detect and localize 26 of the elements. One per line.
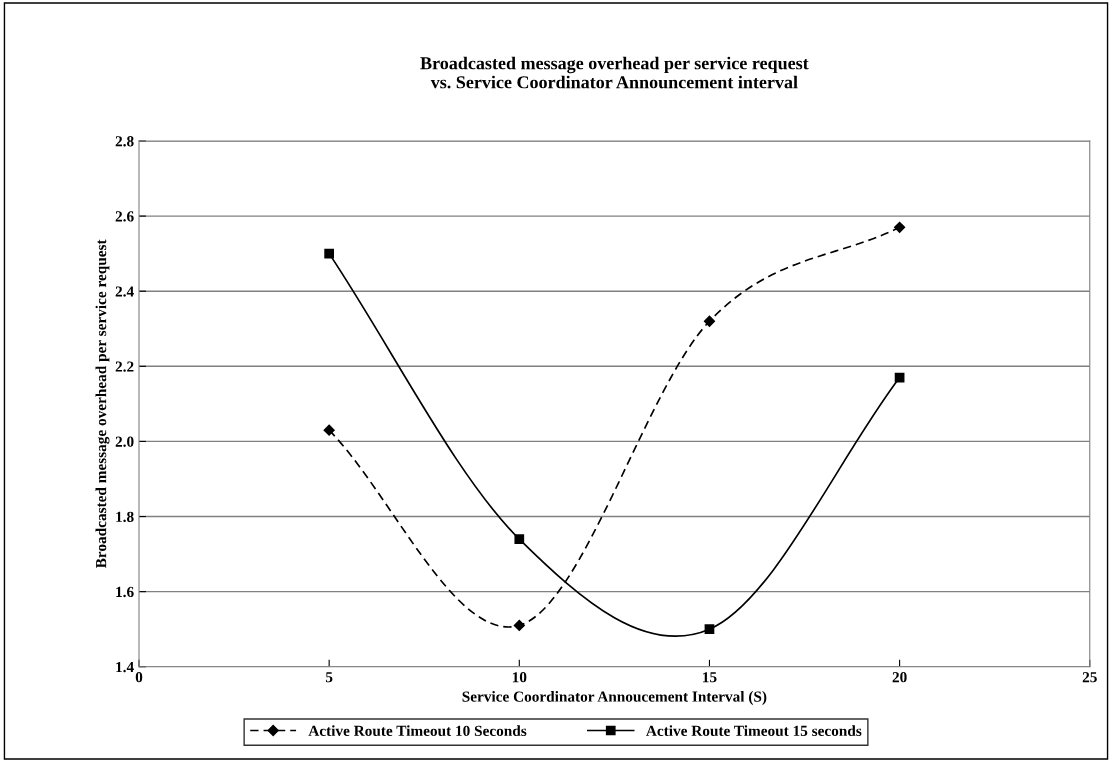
point [513,619,525,632]
y-tick-label: 1.8 [116,511,134,523]
y-tick-label: 1.4 [116,661,134,673]
y-tick-label: 2.6 [115,211,134,222]
point [894,221,906,233]
x-tick-label: 5 [325,672,333,683]
chart-title: Broadcasted message overhead per service request vs. Service Coordinator Announcement interval [420,56,809,89]
x-tick-label: 0 [135,672,143,683]
point [704,624,715,635]
point [703,315,716,327]
x-axis-title: Service Coordinator Annoucement Interval (S) [462,691,767,705]
y-tick-label: 2.4 [115,286,134,297]
y-axis-title: Broadcasted message overhead per service request [95,239,110,569]
legend-label: Active Route Timeout 10 Seconds [308,725,527,737]
y-tick-label: 2.0 [115,436,134,447]
legend-label: Active Route Timeout 15 seconds [646,725,862,737]
point [324,248,335,259]
point [514,534,525,544]
x-tick-label: 20 [892,672,907,683]
y-tick-label: 2.2 [115,361,134,372]
x-tick-label: 25 [1082,672,1097,683]
x-tick-label: 10 [512,672,527,683]
point [323,424,335,436]
y-tick-label: 1.6 [116,586,134,598]
x-tick-label: 15 [703,672,717,683]
y-tick-label: 2.8 [115,136,134,147]
